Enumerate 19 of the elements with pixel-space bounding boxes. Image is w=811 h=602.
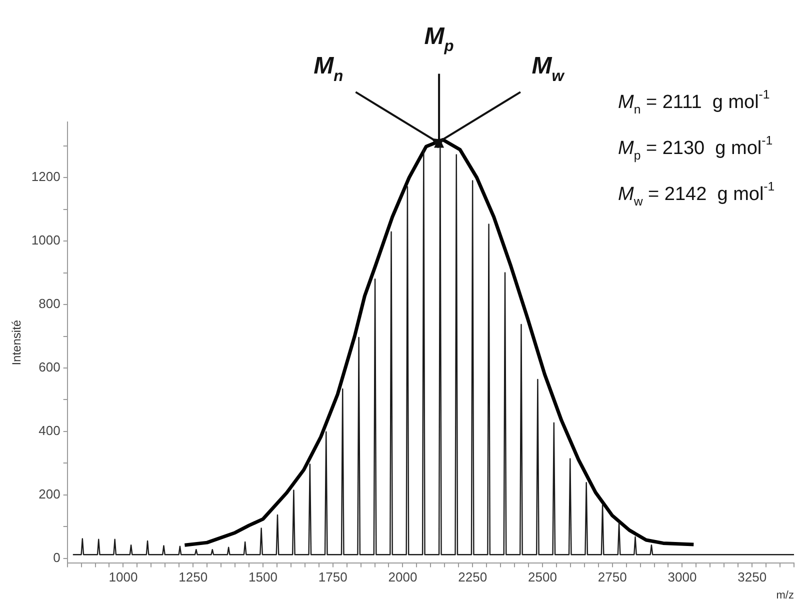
x-tick-label: 1000 bbox=[108, 570, 138, 585]
x-tick-label: 3250 bbox=[738, 570, 767, 585]
x-axis-title: m/z bbox=[776, 589, 794, 602]
y-tick-label: 200 bbox=[38, 486, 60, 502]
y-tick-label: 400 bbox=[38, 423, 60, 438]
y-tick-label: 600 bbox=[38, 360, 60, 375]
x-tick-label: 2250 bbox=[458, 570, 488, 585]
x-tick-label: 3000 bbox=[668, 570, 697, 585]
y-tick-label: 1000 bbox=[31, 232, 60, 248]
x-tick-label: 2500 bbox=[528, 570, 557, 585]
y-tick-label: 800 bbox=[38, 296, 60, 312]
y-tick-label: 1200 bbox=[31, 169, 60, 184]
x-tick-label: 2750 bbox=[598, 570, 627, 585]
x-tick-label: 2000 bbox=[388, 570, 418, 585]
x-tick-label: 1750 bbox=[318, 570, 348, 585]
x-tick-label: 1250 bbox=[178, 570, 208, 585]
y-tick-label: 0 bbox=[53, 550, 60, 566]
x-tick-label: 1500 bbox=[248, 570, 278, 585]
y-axis-title: Intensité bbox=[10, 320, 24, 366]
